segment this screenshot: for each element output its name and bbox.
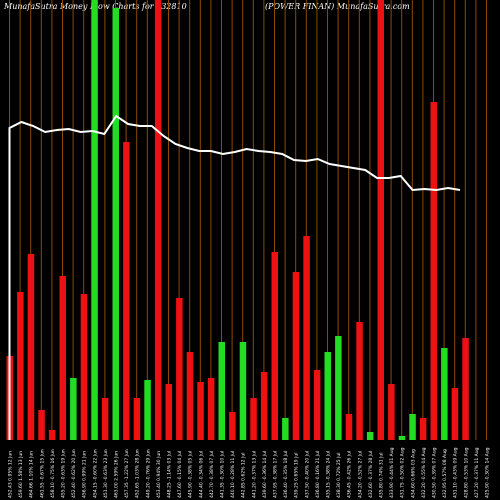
x-tick-label: 453.40 0.94% 30 Jun bbox=[156, 451, 162, 498]
x-tick-label: 452.40 -0.62% 20 Jun bbox=[71, 449, 77, 498]
money-flow-bar bbox=[133, 398, 141, 440]
money-flow-bar bbox=[313, 370, 321, 440]
x-tick-label: 434.60 0.66% 03 Aug bbox=[410, 449, 416, 498]
money-flow-bar bbox=[229, 412, 236, 440]
money-flow-bar bbox=[239, 342, 247, 440]
money-flow-bar bbox=[292, 272, 300, 440]
x-tick-label: 430.50 -0.39% 07 Aug bbox=[432, 447, 438, 498]
money-flow-bar bbox=[144, 380, 151, 440]
x-tick-label: 449.20 -0.76% 29 Jun bbox=[145, 449, 151, 498]
money-flow-bar bbox=[260, 372, 268, 440]
x-tick-label: 432.60 -0.37% 28 Jul bbox=[368, 451, 374, 498]
x-tick-label: 447.60 -0.15% 04 Jul bbox=[177, 451, 183, 498]
money-flow-bar bbox=[207, 378, 215, 440]
x-tick-label: 464.66 1.10% 14 Jun bbox=[29, 451, 35, 498]
x-tick-label: 425.90 -0.30% 14 Aug bbox=[485, 447, 491, 498]
x-tick-label: 432.20 -0.55% 04 Aug bbox=[421, 447, 427, 498]
x-tick-label: 455.20 -0.63% 19 Jun bbox=[61, 449, 67, 498]
money-flow-bar bbox=[409, 414, 416, 440]
money-flow-bar bbox=[335, 336, 342, 440]
x-tick-label: 435.15 -0.38% 24 Jul bbox=[326, 451, 332, 498]
money-flow-bar bbox=[112, 8, 119, 440]
money-flow-bar bbox=[441, 348, 448, 440]
money-flow-bar bbox=[176, 298, 183, 440]
money-flow-bar bbox=[462, 338, 469, 440]
x-tick-label: 442.70 -0.38% 07 Jul bbox=[209, 451, 215, 498]
money-flow-bar bbox=[271, 252, 278, 440]
price-line bbox=[8, 114, 461, 440]
money-flow-bar bbox=[398, 436, 406, 440]
x-tick-label: 439.25 0.65% 19 Jul bbox=[294, 453, 300, 499]
chart-title-right: (POWER FINAN) MunafaSutra.com bbox=[265, 2, 410, 11]
money-flow-bar bbox=[377, 0, 384, 440]
money-flow-bar bbox=[101, 398, 109, 440]
x-tick-label: 436.45 -0.42% 26 Jul bbox=[347, 451, 353, 498]
x-tick-label: 452.43 0.95% 12 Jun bbox=[8, 451, 14, 498]
x-tick-label: 431.10 -0.43% 09 Aug bbox=[453, 447, 459, 498]
money-flow-bar bbox=[59, 276, 66, 440]
money-flow-bar bbox=[27, 254, 35, 440]
money-flow-bar bbox=[218, 342, 225, 440]
x-tick-label: 439.60 -0.36% 14 Jul bbox=[262, 451, 268, 498]
money-flow-bar bbox=[70, 378, 77, 440]
money-flow-bar bbox=[345, 414, 353, 440]
x-tick-label: 440.10 -0.28% 11 Jul bbox=[230, 451, 236, 498]
x-tick-label: 436.80 -0.16% 21 Jul bbox=[315, 451, 321, 498]
money-flow-bar bbox=[123, 142, 130, 440]
x-tick-label: 454.15 -0.60% 22 Jun bbox=[92, 449, 98, 498]
x-tick-label: 428.80 -0.53% 10 Aug bbox=[463, 447, 469, 498]
money-flow-bar bbox=[80, 294, 88, 440]
money-flow-bar bbox=[282, 418, 289, 440]
money-flow-bar bbox=[154, 0, 162, 440]
x-tick-label: 458.10 -0.75% 16 Jun bbox=[50, 449, 56, 498]
money-flow-bar bbox=[451, 388, 459, 440]
x-tick-label: 437.50 -0.40% 20 Jul bbox=[304, 451, 310, 498]
x-tick-label: 457.35 -1.22% 27 Jun bbox=[124, 449, 130, 498]
money-flow-bar bbox=[356, 322, 363, 440]
money-flow-bar bbox=[388, 384, 395, 440]
x-tick-label: 459.60 1.58% 13 Jun bbox=[18, 451, 24, 498]
x-tick-label: 441.20 -0.37% 13 Jul bbox=[251, 451, 257, 498]
x-tick-label: 437.95 -0.38% 17 Jul bbox=[273, 451, 279, 498]
money-flow-bar bbox=[419, 418, 427, 440]
money-flow-bar bbox=[165, 384, 172, 440]
money-flow-bar bbox=[197, 382, 204, 440]
money-flow-bar bbox=[324, 352, 331, 440]
money-flow-bar bbox=[430, 102, 437, 440]
money-flow-bar bbox=[303, 236, 310, 440]
money-flow-bar bbox=[48, 430, 56, 440]
x-tick-label: 438.30 0.72% 25 Jul bbox=[336, 453, 342, 499]
money-flow-bar bbox=[366, 432, 374, 440]
x-tick-label: 435.80 0.74% 31 Jul bbox=[379, 453, 385, 499]
x-tick-label: 436.40 -0.35% 18 Jul bbox=[283, 451, 289, 498]
x-tick-label: 451.30 -0.63% 23 Jun bbox=[103, 449, 109, 498]
x-tick-label: 442.85 0.62% 12 Jul bbox=[241, 453, 247, 499]
x-tick-label: 463.00 2.59% 26 Jun bbox=[114, 451, 120, 498]
money-flow-bar bbox=[250, 398, 257, 440]
x-tick-label: 461.55 -0.67% 15 Jun bbox=[39, 449, 45, 498]
x-tick-label: 441.35 -0.30% 10 Jul bbox=[220, 451, 226, 498]
x-tick-label: 434.20 -0.52% 27 Jul bbox=[357, 451, 363, 498]
x-tick-label: 431.75 -0.50% 02 Aug bbox=[400, 447, 406, 498]
x-tick-label: 433.90 -0.44% 01 Aug bbox=[389, 447, 395, 498]
x-tick-label: 427.20 -0.37% 11 Aug bbox=[474, 447, 480, 498]
x-tick-label: 432.95 0.57% 08 Aug bbox=[442, 449, 448, 498]
x-tick-label: 444.40 -0.34% 06 Jul bbox=[198, 451, 204, 498]
x-tick-label: 452.65 -1.03% 28 Jun bbox=[135, 449, 141, 498]
money-flow-bar bbox=[186, 352, 194, 440]
money-flow-bar bbox=[91, 0, 98, 440]
money-flow-bar bbox=[38, 410, 45, 440]
x-tick-label: 448.25 -1.14% 03 Jul bbox=[167, 451, 173, 498]
x-tick-label: 456.90 0.99% 21 Jun bbox=[82, 451, 88, 498]
x-tick-label: 445.90 -0.38% 05 Jul bbox=[188, 451, 194, 498]
money-flow-bar bbox=[17, 292, 24, 440]
